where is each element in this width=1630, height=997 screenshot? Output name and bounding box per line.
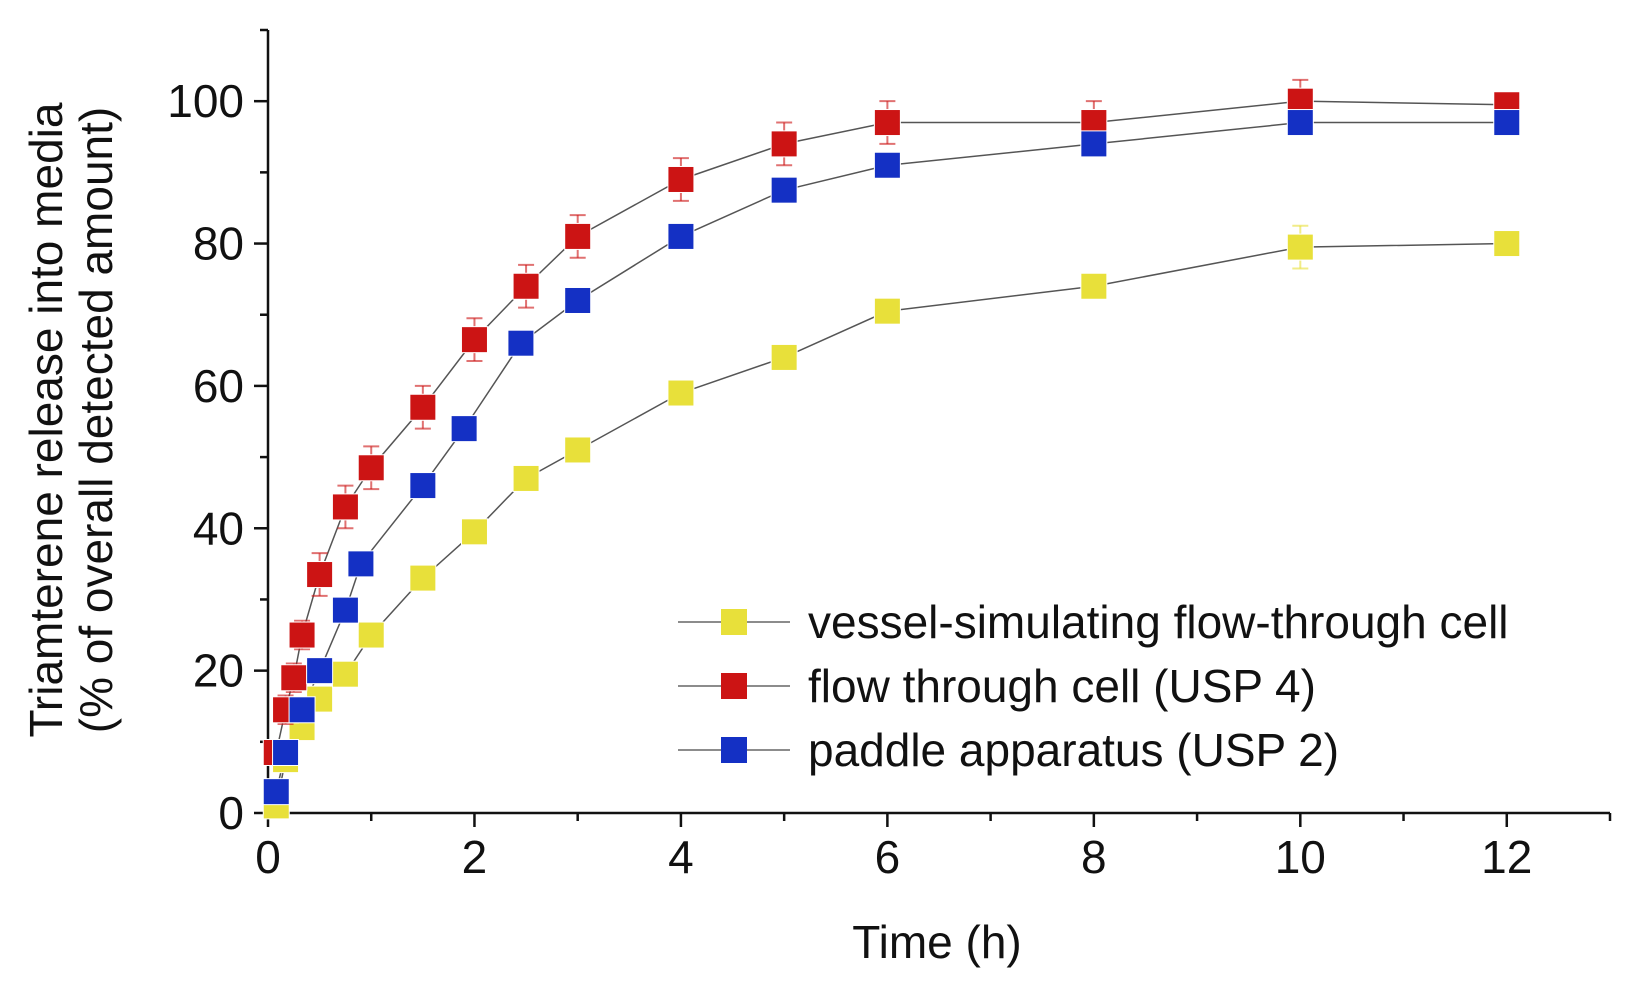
legend-label: flow through cell (USP 4) xyxy=(808,660,1316,712)
x-tick-label: 12 xyxy=(1481,831,1532,883)
data-point xyxy=(1080,130,1108,158)
y-tick-label: 100 xyxy=(167,75,244,127)
data-point xyxy=(873,297,901,325)
legend-item: flow through cell (USP 4) xyxy=(678,660,1316,712)
legend-label: vessel-simulating flow-through cell xyxy=(808,596,1509,648)
data-point xyxy=(288,696,316,724)
data-point xyxy=(667,165,695,193)
data-point xyxy=(564,436,592,464)
data-point xyxy=(873,109,901,137)
y-ticks: 0 20 40 60 80 100 xyxy=(167,28,268,839)
data-point xyxy=(331,660,359,688)
data-point xyxy=(512,464,540,492)
x-axis-title: Time (h) xyxy=(852,916,1022,968)
data-point xyxy=(1080,272,1108,300)
data-point xyxy=(331,596,359,624)
data-point xyxy=(667,379,695,407)
y-tick-label: 20 xyxy=(193,645,244,697)
data-point xyxy=(667,222,695,250)
legend-item: paddle apparatus (USP 2) xyxy=(678,724,1339,776)
data-point xyxy=(1493,230,1521,258)
y-tick-label: 80 xyxy=(193,218,244,270)
x-tick-label: 2 xyxy=(462,831,488,883)
data-point xyxy=(409,393,437,421)
data-point xyxy=(262,778,290,806)
data-point xyxy=(460,326,488,354)
data-point xyxy=(770,176,798,204)
x-tick-label: 6 xyxy=(875,831,901,883)
y-axis-title-line2: (% of overall detected amount) xyxy=(70,107,122,733)
data-point xyxy=(507,329,535,357)
series-markers xyxy=(262,78,1521,820)
legend-label: paddle apparatus (USP 2) xyxy=(808,724,1339,776)
y-tick-label: 60 xyxy=(193,360,244,412)
x-tick-label: 4 xyxy=(668,831,694,883)
data-point xyxy=(1493,109,1521,137)
data-point xyxy=(347,550,375,578)
data-point xyxy=(512,272,540,300)
data-point xyxy=(1286,233,1314,261)
data-point xyxy=(564,222,592,250)
data-point xyxy=(280,664,308,692)
data-point xyxy=(331,493,359,521)
data-point xyxy=(564,286,592,314)
data-point xyxy=(770,343,798,371)
data-point xyxy=(272,738,300,766)
legend-marker xyxy=(721,673,747,699)
x-tick-label: 0 xyxy=(255,831,281,883)
series-line xyxy=(275,242,1507,807)
plot-area: 0 2 4 6 8 10 12 0 20 40 60 80 100 xyxy=(167,28,1612,883)
y-tick-label: 40 xyxy=(193,502,244,554)
x-ticks: 0 2 4 6 8 10 12 xyxy=(255,813,1612,883)
legend-marker xyxy=(721,737,747,763)
data-point xyxy=(409,472,437,500)
data-point xyxy=(873,151,901,179)
data-point xyxy=(1286,109,1314,137)
data-point xyxy=(450,415,478,443)
series-2-markers xyxy=(262,109,1521,806)
data-point xyxy=(288,621,316,649)
y-tick-label: 0 xyxy=(218,787,244,839)
data-point xyxy=(357,454,385,482)
legend-item: vessel-simulating flow-through cell xyxy=(678,596,1509,648)
y-axis-title-group: Triamterene release into media (% of ove… xyxy=(20,102,122,737)
data-point xyxy=(409,564,437,592)
x-tick-label: 10 xyxy=(1275,831,1326,883)
data-point xyxy=(306,657,334,685)
legend-marker xyxy=(721,609,747,635)
data-point xyxy=(460,518,488,546)
y-axis-title-line1: Triamterene release into media xyxy=(20,102,72,737)
legend: vessel-simulating flow-through cell flow … xyxy=(678,596,1509,776)
data-point xyxy=(357,621,385,649)
x-tick-label: 8 xyxy=(1081,831,1107,883)
series-0-markers xyxy=(262,224,1521,820)
data-point xyxy=(306,561,334,589)
data-point xyxy=(770,130,798,158)
